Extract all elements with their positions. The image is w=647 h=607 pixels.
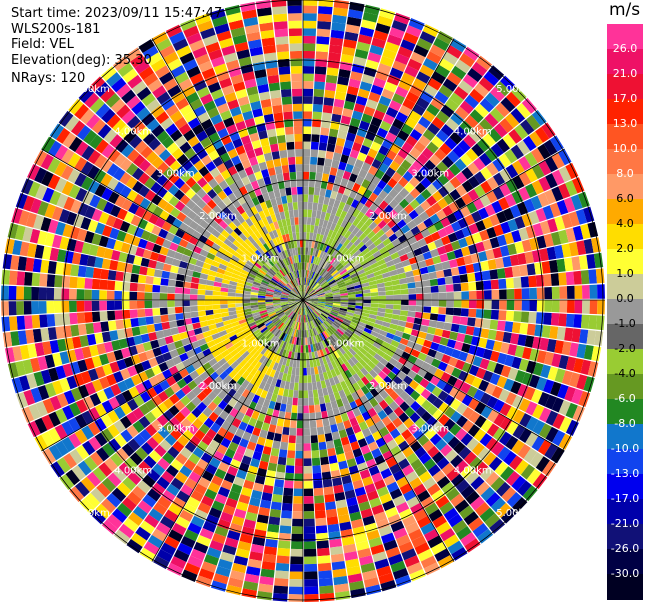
azimuth-line <box>302 299 455 562</box>
colorbar-segment <box>607 349 643 375</box>
radar-gates <box>1 0 605 602</box>
colorbar-segment <box>607 549 643 575</box>
range-ring-label: 4.00km <box>114 466 152 477</box>
range-ring-label: 4.00km <box>454 126 492 137</box>
colorbar-tick-label: 21.0 <box>612 67 638 80</box>
colorbar-tick-label: 1.0 <box>616 267 634 280</box>
range-ring-label: 1.00km <box>327 254 365 265</box>
colorbar-tick-label: 26.0 <box>612 42 638 55</box>
colorbar-segment <box>607 124 643 150</box>
colorbar-segment <box>607 424 643 450</box>
colorbar-tick-label: 0.0 <box>616 292 634 305</box>
range-ring-label: 3.00km <box>411 169 449 180</box>
colorbar-tick-label: -2.0 <box>614 342 636 355</box>
colorbar-segment <box>607 524 643 550</box>
instrument-name-text: WLS200s-181 <box>11 22 101 37</box>
colorbar-tick-label: -13.0 <box>610 467 640 480</box>
colorbar-segment <box>607 399 643 425</box>
range-ring-labels: 1.00km 1.00km 1.00km 1.00km 2.00km 2.00km 2.00… <box>72 84 534 519</box>
field-text: Field: VEL <box>11 37 74 52</box>
range-ring-label: 5.00km <box>496 84 534 95</box>
azimuth-line <box>302 299 565 452</box>
colorbar-tick-label: -4.0 <box>614 367 636 380</box>
colorbar-segment <box>607 174 643 200</box>
colorbar-tick-label: 4.0 <box>616 217 634 230</box>
colorbar-segment <box>607 224 643 250</box>
colorbar-segment <box>607 299 643 325</box>
colorbar-tick-label: -1.0 <box>614 317 636 330</box>
azimuth-line <box>41 148 304 301</box>
azimuth-line <box>151 38 304 301</box>
velocity-colorbar: 26.0 21.0 17.0 13.0 10.0 8.0 6.0 4.0 2.0 1.0 0.0 -1… <box>607 24 647 600</box>
colorbar-segment <box>607 49 643 75</box>
colorbar-segment <box>607 74 643 100</box>
colorbar-segment <box>607 199 643 225</box>
colorbar-tick-label: -21.0 <box>610 517 640 530</box>
nrays-text: NRays: 120 <box>11 71 86 86</box>
colorbar-tick-label: 10.0 <box>612 142 638 155</box>
colorbar-tick-label: -8.0 <box>614 417 636 430</box>
azimuth-line <box>151 299 304 562</box>
colorbar-tick-label: 13.0 <box>612 117 638 130</box>
range-ring-label: 2.00km <box>369 381 407 392</box>
range-ring-label: 4.00km <box>114 126 152 137</box>
colorbar-segment <box>607 474 643 500</box>
range-ring-label: 2.00km <box>199 211 237 222</box>
colorbar-unit-label: m/s <box>609 0 641 20</box>
range-ring-label: 5.00km <box>496 508 534 519</box>
colorbar-tick-label: 17.0 <box>612 92 638 105</box>
elevation-text: Elevation(deg): 35.30 <box>11 53 152 68</box>
range-ring-label: 5.00km <box>72 508 110 519</box>
range-ring-label: 1.00km <box>242 338 280 349</box>
range-ring-label: 1.00km <box>327 338 365 349</box>
azimuth-line <box>41 299 304 452</box>
colorbar-segment <box>607 449 643 475</box>
range-ring-label: 5.00km <box>72 84 110 95</box>
colorbar-segment <box>607 99 643 125</box>
colorbar-segment <box>607 324 643 350</box>
azimuth-line <box>302 148 565 301</box>
azimuth-line <box>302 38 455 301</box>
colorbar-segment <box>607 249 643 275</box>
range-ring-label: 3.00km <box>157 169 195 180</box>
colorbar-segment <box>607 374 643 400</box>
colorbar-segment <box>607 499 643 525</box>
colorbar-segment <box>607 24 643 50</box>
colorbar-segment <box>607 149 643 175</box>
colorbar-tick-label: -26.0 <box>610 542 640 555</box>
colorbar-tick-label: -6.0 <box>614 392 636 405</box>
range-ring-label: 2.00km <box>369 211 407 222</box>
range-ring-label: 3.00km <box>411 423 449 434</box>
range-ring-label: 1.00km <box>242 254 280 265</box>
range-ring-label: 2.00km <box>199 381 237 392</box>
range-ring-label: 3.00km <box>157 423 195 434</box>
colorbar-tick-label: -30.0 <box>610 567 640 580</box>
colorbar-segment <box>607 274 643 300</box>
colorbar-tick-label: 8.0 <box>616 167 634 180</box>
colorbar-tick-label: 6.0 <box>616 192 634 205</box>
range-rings <box>1 0 605 602</box>
start-time-text: Start time: 2023/09/11 15:47:47 <box>11 6 223 21</box>
colorbar-tick-label: 2.0 <box>616 242 634 255</box>
colorbar-tick-label: -10.0 <box>610 442 640 455</box>
range-ring-label: 4.00km <box>454 466 492 477</box>
colorbar-segment <box>607 574 643 600</box>
colorbar-tick-label: -17.0 <box>610 492 640 505</box>
